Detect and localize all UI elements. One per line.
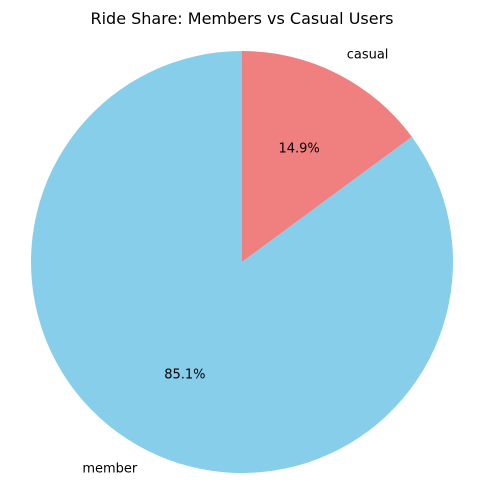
pie-category-label-casual: casual	[347, 47, 389, 62]
pie-category-label-member: member	[82, 462, 138, 477]
pie-value-label-casual: 14.9%	[278, 142, 319, 157]
pie-slice-member	[31, 51, 453, 473]
pie-value-label-member: 85.1%	[164, 367, 205, 382]
chart-title: Ride Share: Members vs Casual Users	[90, 9, 393, 28]
pie-slices	[31, 51, 453, 473]
pie-slice-casual	[242, 51, 412, 262]
pie-labels: 14.9% casual 85.1% member	[82, 47, 388, 476]
